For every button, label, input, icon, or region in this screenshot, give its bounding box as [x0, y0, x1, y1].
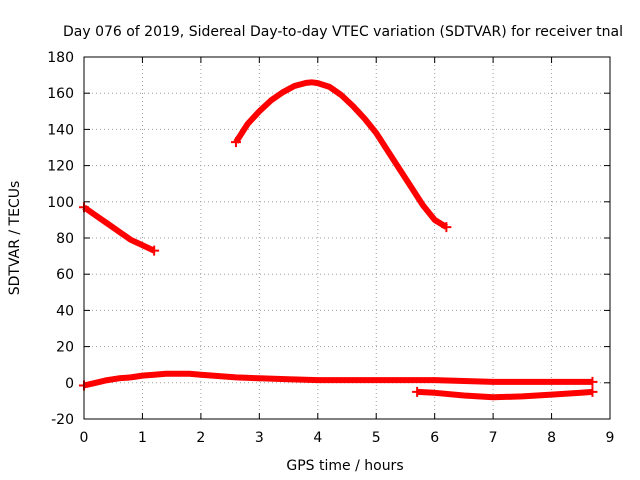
y-tick-label: 0	[65, 376, 74, 392]
x-tick-label: 0	[80, 430, 89, 446]
series-line-3	[83, 370, 593, 389]
y-tick-label: 140	[47, 122, 74, 138]
y-tick-label: 120	[47, 159, 74, 175]
y-tick-label: 100	[47, 195, 74, 211]
series-line-2	[233, 79, 448, 230]
series-point-marker	[441, 222, 452, 233]
x-tick-label: 4	[313, 430, 322, 446]
series-point-marker	[587, 386, 598, 397]
x-tick-label: 3	[255, 430, 264, 446]
y-axis-label: SDTVAR / TECUs	[7, 181, 23, 296]
plot-frame	[83, 56, 611, 420]
series-point-marker	[149, 245, 160, 256]
chart-title: Day 076 of 2019, Sidereal Day-to-day VTE…	[63, 24, 623, 40]
series-line-4	[416, 388, 593, 401]
grid-lines	[84, 57, 610, 419]
y-tick-label: 80	[56, 231, 74, 247]
series-point-marker	[587, 376, 598, 387]
y-tick-label: 40	[56, 303, 74, 319]
series-point-marker	[412, 386, 423, 397]
x-tick-label: 8	[547, 430, 556, 446]
x-tick-label: 7	[489, 430, 498, 446]
y-tick-label: 180	[47, 50, 74, 66]
y-tick-label: 60	[56, 267, 74, 283]
x-tick-label: 2	[196, 430, 205, 446]
y-tick-labels: -20 0 20 40 60 80 100 120 140 160 180	[47, 50, 74, 428]
x-axis-label: GPS time / hours	[286, 458, 403, 474]
x-tick-label: 5	[372, 430, 381, 446]
series-line-1	[82, 204, 156, 254]
x-tick-label: 1	[138, 430, 147, 446]
x-tick-label: 9	[606, 430, 615, 446]
series-layer	[79, 79, 598, 401]
y-tick-label: -20	[51, 412, 74, 428]
x-tick-label: 6	[430, 430, 439, 446]
y-tick-label: 160	[47, 86, 74, 102]
x-tick-labels: 0 1 2 3 4 5 6 7 8 9	[80, 430, 615, 446]
y-tick-label: 20	[56, 340, 74, 356]
series-point-marker	[230, 137, 241, 148]
